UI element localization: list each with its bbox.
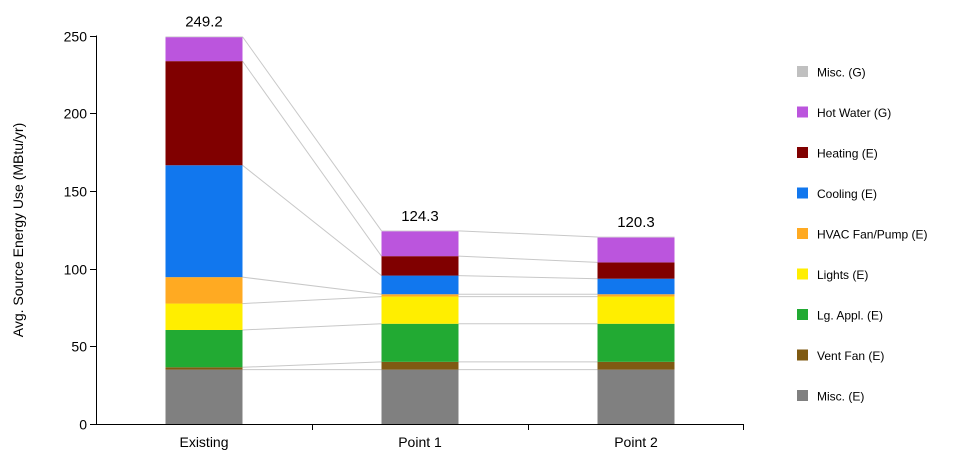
legend-swatch <box>797 390 808 401</box>
connector-line <box>242 60 382 257</box>
x-tick-label: Point 2 <box>614 434 658 450</box>
bar-segment-hvac-fan-pump-e <box>381 294 459 297</box>
legend-item: HVAC Fan/Pump (E) <box>797 228 927 242</box>
bar-segment-hot-water-g <box>597 237 675 263</box>
y-tick-label: 50 <box>71 339 87 355</box>
bar-segment-vent-fan-e <box>597 361 675 370</box>
bar-segment-misc-e <box>381 369 459 424</box>
legend-swatch <box>797 106 808 118</box>
connector-line <box>242 164 382 276</box>
bar-segment-misc-e <box>597 369 675 424</box>
legend-item: Hot Water (G) <box>797 106 891 120</box>
bar-segment-cooling-e <box>165 165 243 278</box>
connector-line <box>242 323 382 331</box>
legend-label: Misc. (E) <box>817 390 864 404</box>
connector-lines <box>242 36 598 371</box>
connector-line <box>242 361 382 368</box>
y-axis-title: Avg. Source Energy Use (MBtu/yr) <box>10 123 26 337</box>
totals-group: 249.2 124.3 120.3 <box>185 14 655 231</box>
bar-segment-lg-appl-e <box>597 323 675 362</box>
legend-swatch <box>797 66 808 77</box>
legend-swatch <box>797 228 808 239</box>
y-tick-label: 200 <box>64 106 88 122</box>
legend-label: Vent Fan (E) <box>817 349 884 363</box>
connector-line <box>458 230 598 238</box>
bars-group <box>165 36 675 424</box>
legend-swatch <box>797 147 808 158</box>
connector-line <box>458 275 598 280</box>
x-tick-label: Existing <box>179 434 228 450</box>
bar-segment-lg-appl-e <box>165 329 243 368</box>
bar-segment-hvac-fan-pump-e <box>165 277 243 304</box>
bar-segment-heating-e <box>165 61 243 166</box>
bar-segment-heating-e <box>381 256 459 276</box>
bar-total-label: 124.3 <box>401 208 439 225</box>
legend-label: Hot Water (G) <box>817 106 891 120</box>
axes-group: Existing Point 1 Point 2 0 50 100 150 200 250 <box>64 29 744 450</box>
legend-label: Misc. (G) <box>817 66 866 80</box>
legend-label: Heating (E) <box>817 147 878 161</box>
bar-segment-vent-fan-e <box>165 367 243 370</box>
legend-item: Vent Fan (E) <box>797 349 884 363</box>
bar-segment-hvac-fan-pump-e <box>597 294 675 297</box>
bar-segment-misc-e <box>165 369 243 424</box>
legend-item: Lights (E) <box>797 268 868 282</box>
y-tick-label: 150 <box>64 184 88 200</box>
legend-label: Lights (E) <box>817 268 868 282</box>
legend-item: Heating (E) <box>797 147 878 161</box>
bar-segment-hot-water-g <box>381 230 459 257</box>
bar-total-label: 120.3 <box>617 214 655 231</box>
connector-line <box>242 276 382 295</box>
bar-segment-vent-fan-e <box>381 361 459 370</box>
legend-item: Misc. (G) <box>797 66 866 80</box>
connector-line <box>242 296 382 305</box>
legend-swatch <box>797 309 808 320</box>
legend-item: Misc. (E) <box>797 390 864 404</box>
bar-total-label: 249.2 <box>185 14 223 31</box>
legend-swatch <box>797 349 808 361</box>
bar-segment-lights-e <box>597 296 675 324</box>
bar-segment-lg-appl-e <box>381 323 459 362</box>
legend-swatch <box>797 268 808 280</box>
legend: Misc. (G) Hot Water (G) Heating (E) Cooling… <box>797 66 927 404</box>
x-tick-label: Point 1 <box>398 434 442 450</box>
bar-segment-hot-water-g <box>165 36 243 62</box>
legend-item: Cooling (E) <box>797 187 877 201</box>
bar-segment-heating-e <box>597 262 675 279</box>
connector-line <box>458 255 598 263</box>
legend-label: Cooling (E) <box>817 187 877 201</box>
bar-segment-cooling-e <box>381 275 459 295</box>
legend-label: HVAC Fan/Pump (E) <box>817 228 927 242</box>
bar-segment-lights-e <box>381 296 459 324</box>
legend-swatch <box>797 187 808 199</box>
y-tick-label: 250 <box>64 29 88 45</box>
y-tick-label: 0 <box>79 417 87 433</box>
connector-line <box>242 36 382 232</box>
y-tick-label: 100 <box>64 262 88 278</box>
legend-label: Lg. Appl. (E) <box>817 309 883 323</box>
legend-item: Lg. Appl. (E) <box>797 309 883 323</box>
bar-segment-cooling-e <box>597 278 675 295</box>
bar-segment-lights-e <box>165 303 243 330</box>
